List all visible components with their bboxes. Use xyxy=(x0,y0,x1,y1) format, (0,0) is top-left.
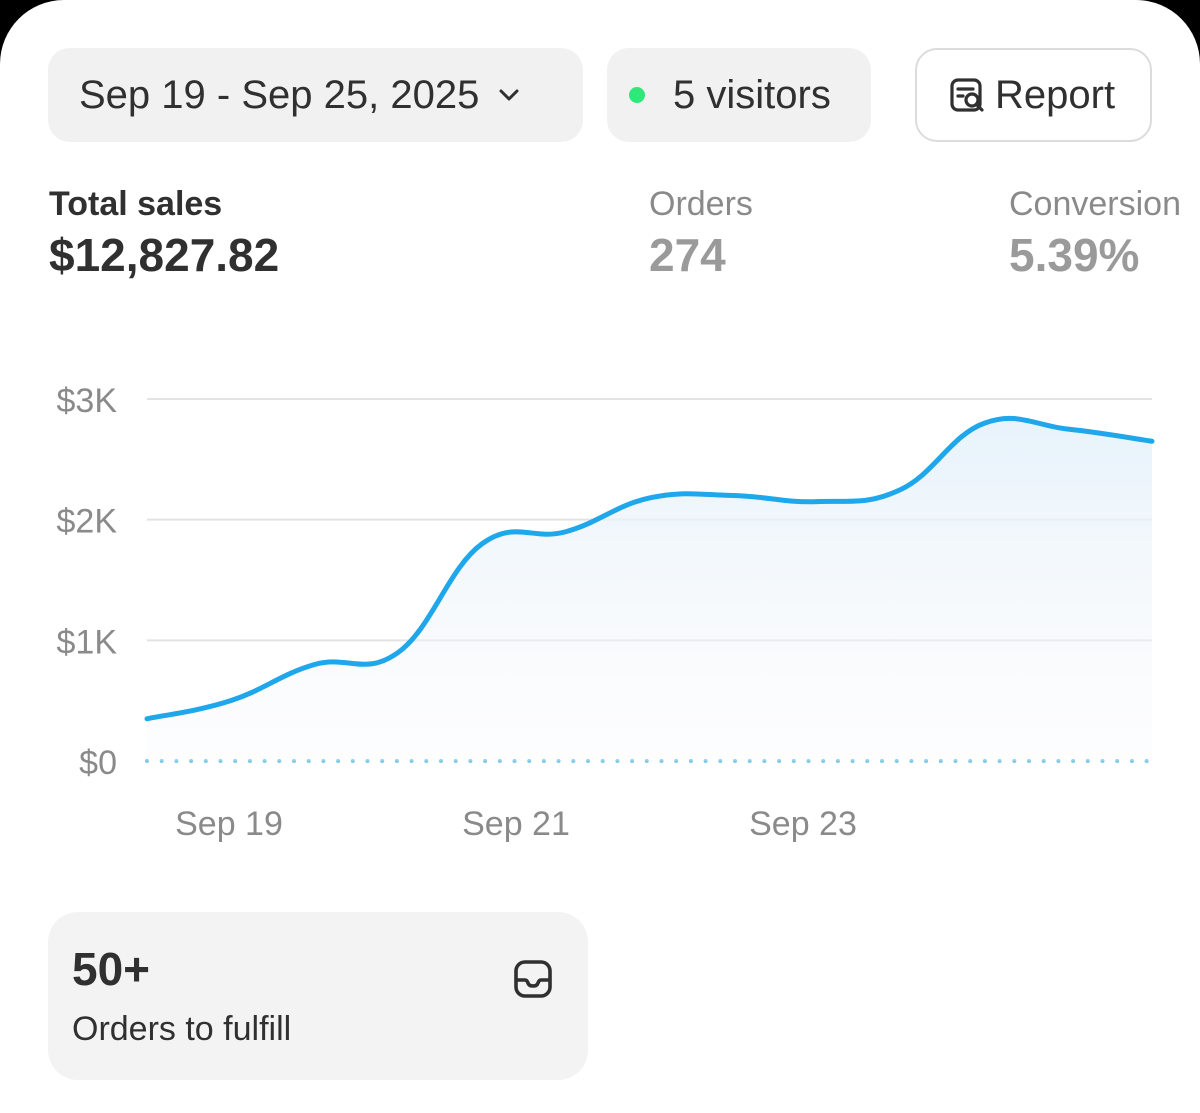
inbox-icon xyxy=(512,958,554,1000)
date-range-label: Sep 19 - Sep 25, 2025 xyxy=(79,72,480,117)
fulfill-label: Orders to fulfill xyxy=(72,1010,292,1048)
metric-value: $12,827.82 xyxy=(49,229,280,281)
report-label: Report xyxy=(995,72,1116,117)
y-tick-label: $0 xyxy=(79,744,117,782)
y-tick-label: $3K xyxy=(57,382,118,420)
x-tick-label: Sep 21 xyxy=(462,805,570,843)
metric-label: Orders xyxy=(649,185,753,223)
chevron-down-icon xyxy=(495,81,523,109)
report-search-icon xyxy=(947,75,987,115)
sales-line-chart[interactable]: $3K $2K $1K $0 Sep 19 Sep 21 Sep 23 xyxy=(0,360,1200,860)
metric-label: Total sales xyxy=(49,185,223,223)
live-status-dot xyxy=(629,87,645,103)
metric-orders[interactable]: Orders 274 xyxy=(649,184,753,284)
metric-conversion[interactable]: Conversion 5.39% xyxy=(1009,184,1181,284)
report-button[interactable]: Report xyxy=(915,48,1152,142)
sales-area xyxy=(147,418,1152,761)
live-visitors-badge[interactable]: 5 visitors xyxy=(607,48,871,142)
y-tick-label: $1K xyxy=(57,623,118,661)
y-tick-label: $2K xyxy=(57,503,118,541)
x-tick-label: Sep 19 xyxy=(175,805,283,843)
visitors-label: 5 visitors xyxy=(673,72,831,117)
metric-total-sales[interactable]: Total sales $12,827.82 xyxy=(49,184,279,284)
metric-value: 274 xyxy=(649,229,726,281)
orders-to-fulfill-card[interactable]: 50+ Orders to fulfill xyxy=(48,912,588,1080)
metric-value: 5.39% xyxy=(1009,229,1140,281)
metric-label: Conversion xyxy=(1009,185,1181,223)
fulfill-count: 50+ xyxy=(72,943,151,995)
sales-line[interactable] xyxy=(144,415,1155,722)
date-range-button[interactable]: Sep 19 - Sep 25, 2025 xyxy=(48,48,583,142)
x-tick-label: Sep 23 xyxy=(749,805,857,843)
